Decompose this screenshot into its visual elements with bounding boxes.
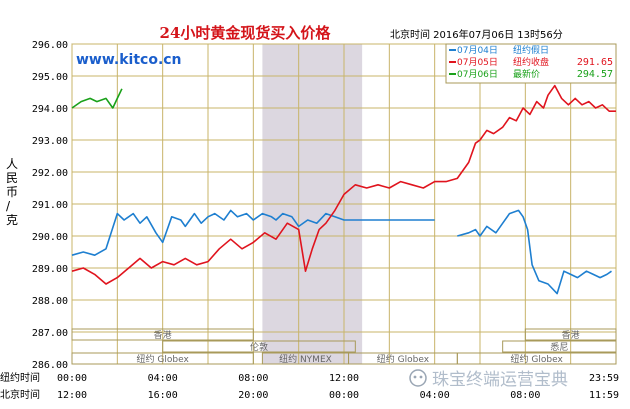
legend: 07月04日 纽约假日 07月05日 纽约收盘 291.65 07月06日 最新价 294.5…	[445, 43, 617, 84]
series-lines	[71, 84, 616, 295]
y-tick-label: 294.00	[32, 104, 68, 115]
x-tick-row2: 00:00	[329, 390, 359, 401]
session-label: 纽约 Globex	[137, 353, 190, 365]
social-watermark-text: 珠宝终端运营宝典	[432, 370, 568, 390]
wechat-icon	[409, 369, 427, 387]
y-tick-labels: 286.00 287.00 288.00 289.00 290.00 291.00 292.…	[32, 40, 68, 371]
session-label: 香港	[562, 329, 580, 341]
x-tick-row2: 08:00	[510, 390, 540, 401]
wechat-icon-eye-right	[419, 375, 423, 379]
legend-value: 294.57	[577, 69, 613, 80]
session-band	[71, 352, 254, 365]
legend-label: 纽约收盘	[513, 56, 549, 68]
legend-label: 纽约假日	[513, 44, 549, 56]
x-tick-row1: 12:00	[329, 373, 359, 384]
session-label: 伦敦	[250, 341, 268, 353]
session-label: 纽约 NYMEX	[279, 353, 332, 365]
y-tick-label: 289.00	[32, 264, 68, 275]
session-band	[456, 352, 617, 365]
session-label: 纽约 Globex	[377, 353, 430, 365]
x-tick-row2: 04:00	[420, 390, 450, 401]
series-line-2	[71, 84, 616, 285]
y-tick-label: 296.00	[32, 40, 68, 51]
session-label: 悉尼	[550, 341, 568, 353]
x-tick-row1: 04:00	[148, 373, 178, 384]
legend-date: 07月05日	[457, 57, 498, 68]
y-tick-label: 286.00	[32, 360, 68, 371]
session-band	[71, 328, 254, 341]
y-axis-label: 人民币/克	[6, 157, 18, 227]
y-tick-label: 291.00	[32, 200, 68, 211]
legend-date: 07月04日	[457, 45, 498, 56]
x-tick-row2: 11:59	[589, 390, 619, 401]
y-tick-label: 293.00	[32, 136, 68, 147]
legend-date: 07月06日	[457, 69, 498, 80]
session-band	[162, 340, 356, 353]
wechat-icon-eye-left	[413, 375, 417, 379]
legend-box	[445, 43, 617, 84]
x-tick-row2: 20:00	[238, 390, 268, 401]
y-tick-label: 287.00	[32, 328, 68, 339]
series-line-3	[71, 88, 123, 109]
x-tick-row1: 08:00	[238, 373, 268, 384]
x-tick-labels: 00:00 04:00 08:00 12:00 23:59 12:00 16:00 20:00…	[57, 373, 619, 401]
session-label: 纽约 Globex	[511, 353, 564, 365]
x-row1-label: 纽约时间	[0, 371, 40, 384]
legend-value: 291.65	[577, 57, 613, 68]
grid-lines	[71, 43, 617, 365]
y-tick-label: 290.00	[32, 232, 68, 243]
y-tick-label: 295.00	[32, 72, 68, 83]
x-row2-label: 北京时间	[0, 388, 40, 401]
x-tick-row2: 12:00	[57, 390, 87, 401]
legend-label: 最新价	[513, 68, 540, 80]
chart-title: 24小时黄金现货买入价格	[160, 24, 332, 42]
session-band	[524, 328, 617, 341]
series-line-1	[71, 209, 612, 295]
x-tick-row1: 23:59	[589, 373, 619, 384]
x-tick-row1: 00:00	[57, 373, 87, 384]
y-tick-label: 288.00	[32, 296, 68, 307]
chart-timestamp: 北京时间 2016年07月06日 13时56分	[390, 28, 563, 41]
kitco-watermark: www.kitco.cn	[76, 52, 182, 68]
y-tick-label: 292.00	[32, 168, 68, 179]
social-watermark: 珠宝终端运营宝典	[409, 369, 568, 390]
session-band	[502, 340, 617, 353]
session-label: 香港	[154, 329, 172, 341]
x-tick-row2: 16:00	[148, 390, 178, 401]
